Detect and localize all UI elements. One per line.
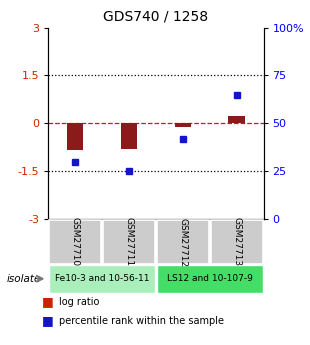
Text: isolate: isolate	[6, 274, 41, 284]
Text: percentile rank within the sample: percentile rank within the sample	[59, 316, 224, 325]
Text: ■: ■	[42, 314, 54, 327]
Text: GSM27711: GSM27711	[124, 217, 133, 267]
Text: Fe10-3 and 10-56-11: Fe10-3 and 10-56-11	[55, 274, 149, 283]
Title: GDS740 / 1258: GDS740 / 1258	[103, 10, 208, 24]
Bar	[228, 116, 245, 123]
Text: GSM27713: GSM27713	[232, 217, 241, 267]
Bar	[175, 123, 191, 127]
Text: ■: ■	[42, 295, 54, 308]
Text: LS12 and 10-107-9: LS12 and 10-107-9	[167, 274, 253, 283]
Text: log ratio: log ratio	[59, 297, 99, 306]
Text: GSM27710: GSM27710	[70, 217, 79, 267]
Bar	[67, 123, 83, 150]
Text: GSM27712: GSM27712	[178, 217, 187, 267]
Bar	[121, 123, 137, 149]
